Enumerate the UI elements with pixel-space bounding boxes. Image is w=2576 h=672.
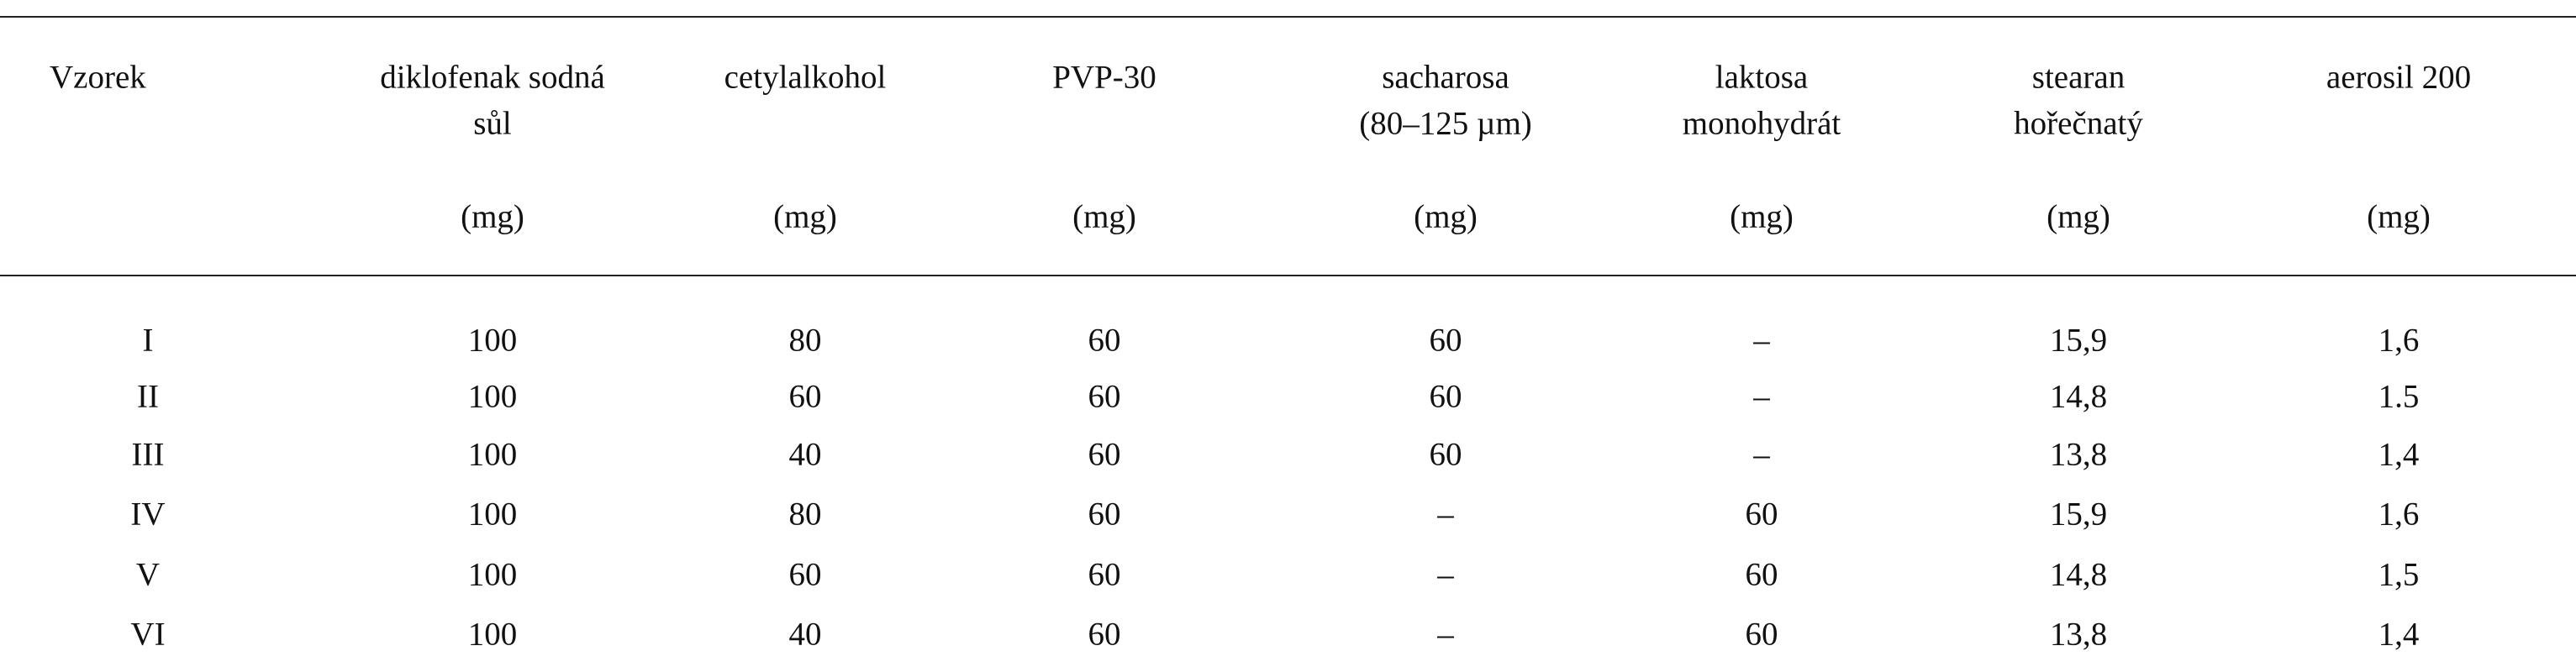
- table-cell: 1,4: [2378, 436, 2420, 473]
- table-cell: 60: [1088, 556, 1121, 593]
- table-cell: 80: [788, 496, 822, 533]
- column-header: sůl: [473, 105, 512, 142]
- table-cell: 15,9: [2049, 496, 2108, 533]
- column-unit: (mg): [2367, 198, 2431, 235]
- column-header: monohydrát: [1682, 105, 1841, 142]
- column-unit: (mg): [1072, 198, 1136, 235]
- table-cell: 60: [1088, 616, 1121, 653]
- row-label: V: [135, 556, 161, 593]
- table-cell: –: [1753, 436, 1770, 473]
- table-cell: –: [1437, 496, 1454, 533]
- table-cell: 60: [788, 378, 822, 415]
- table-cell: 60: [1745, 556, 1778, 593]
- table-cell: 60: [1088, 496, 1121, 533]
- column-header: cetylalkohol: [724, 59, 887, 96]
- table-cell: 15,9: [2049, 322, 2108, 359]
- table-cell: 60: [1745, 616, 1778, 653]
- table-cell: 40: [788, 436, 822, 473]
- table-cell: 60: [1429, 378, 1462, 415]
- column-unit: (mg): [1730, 198, 1794, 235]
- row-label: I: [142, 322, 154, 359]
- table-cell: 60: [1088, 436, 1121, 473]
- column-header: PVP-30: [1052, 59, 1156, 96]
- table-cell: 100: [467, 436, 518, 473]
- table-cell: –: [1753, 322, 1770, 359]
- table-cell: 13,8: [2049, 436, 2108, 473]
- top-rule: [0, 16, 2576, 18]
- row-label: IV: [130, 496, 166, 533]
- table-cell: 60: [1429, 322, 1462, 359]
- table-cell: 1,6: [2378, 322, 2420, 359]
- table-cell: 1,4: [2378, 616, 2420, 653]
- column-header: stearan: [2031, 59, 2126, 96]
- column-header: aerosil 200: [2326, 59, 2472, 96]
- table-cell: –: [1437, 556, 1454, 593]
- table-cell: 100: [467, 322, 518, 359]
- table-cell: 60: [1088, 322, 1121, 359]
- row-label: VI: [130, 616, 166, 653]
- table-cell: 100: [467, 616, 518, 653]
- table-cell: 14,8: [2049, 556, 2108, 593]
- table-cell: 60: [1745, 496, 1778, 533]
- table-cell: 1.5: [2378, 378, 2420, 415]
- table-cell: –: [1437, 616, 1454, 653]
- table-cell: 60: [788, 556, 822, 593]
- table-cell: 100: [467, 496, 518, 533]
- column-header: Vzorek: [50, 59, 146, 96]
- column-header: diklofenak sodná: [380, 59, 605, 96]
- table-cell: 60: [1429, 436, 1462, 473]
- row-label: III: [131, 436, 165, 473]
- column-header: (80–125 µm): [1359, 105, 1532, 142]
- table-cell: 13,8: [2049, 616, 2108, 653]
- table-cell: 100: [467, 378, 518, 415]
- column-unit: (mg): [773, 198, 837, 235]
- table-cell: 60: [1088, 378, 1121, 415]
- table-cell: 1,6: [2378, 496, 2420, 533]
- column-unit: (mg): [1414, 198, 1478, 235]
- column-header: sacharosa: [1382, 59, 1509, 96]
- table-cell: 80: [788, 322, 822, 359]
- header-rule: [0, 275, 2576, 276]
- table-cell: 100: [467, 556, 518, 593]
- row-label: II: [137, 378, 159, 415]
- table-cell: 1,5: [2378, 556, 2420, 593]
- column-header: laktosa: [1715, 59, 1809, 96]
- column-unit: (mg): [2047, 198, 2110, 235]
- table-cell: 14,8: [2049, 378, 2108, 415]
- column-unit: (mg): [461, 198, 524, 235]
- column-header: hořečnatý: [2014, 105, 2143, 142]
- table-cell: 40: [788, 616, 822, 653]
- table-cell: –: [1753, 378, 1770, 415]
